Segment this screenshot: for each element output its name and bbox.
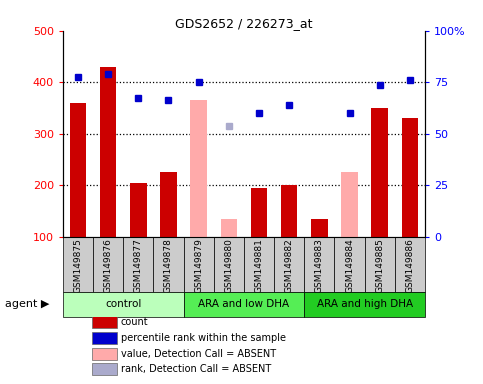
Text: value, Detection Call = ABSENT: value, Detection Call = ABSENT (121, 349, 276, 359)
Bar (274, 237, 304, 291)
Text: percentile rank within the sample: percentile rank within the sample (121, 333, 286, 343)
Text: agent ▶: agent ▶ (5, 299, 49, 309)
Text: GSM149886: GSM149886 (405, 238, 414, 293)
Text: ARA and low DHA: ARA and low DHA (199, 299, 289, 309)
Text: GSM149875: GSM149875 (73, 238, 83, 293)
Bar (184, 291, 304, 317)
Bar (92, 316, 117, 328)
Text: ARA and high DHA: ARA and high DHA (316, 299, 413, 309)
Bar (70, 103, 86, 237)
Bar (281, 185, 298, 237)
Text: GSM149878: GSM149878 (164, 238, 173, 293)
Bar (395, 237, 425, 291)
Text: GSM149884: GSM149884 (345, 238, 354, 293)
Bar (93, 237, 123, 291)
Bar (334, 237, 365, 291)
Text: GSM149880: GSM149880 (224, 238, 233, 293)
Bar (123, 237, 154, 291)
Bar (154, 237, 184, 291)
Bar (130, 183, 146, 237)
Bar (92, 363, 117, 375)
Text: control: control (105, 299, 142, 309)
Bar (92, 348, 117, 360)
Text: GSM149883: GSM149883 (315, 238, 324, 293)
Text: GSM149881: GSM149881 (255, 238, 264, 293)
Bar (402, 118, 418, 237)
Bar (244, 237, 274, 291)
Bar (304, 237, 334, 291)
Bar (184, 237, 213, 291)
Bar (311, 218, 327, 237)
Text: GSM149882: GSM149882 (284, 238, 294, 293)
Text: rank, Detection Call = ABSENT: rank, Detection Call = ABSENT (121, 364, 271, 374)
Text: GSM149879: GSM149879 (194, 238, 203, 293)
Bar (221, 218, 237, 237)
Text: GSM149877: GSM149877 (134, 238, 143, 293)
Text: GSM149876: GSM149876 (103, 238, 113, 293)
Bar (92, 332, 117, 344)
Bar (213, 237, 244, 291)
Bar (304, 291, 425, 317)
Bar (100, 67, 116, 237)
Text: GSM149885: GSM149885 (375, 238, 384, 293)
Bar (63, 237, 93, 291)
Bar (251, 188, 267, 237)
Bar (365, 237, 395, 291)
Bar (63, 291, 184, 317)
Bar (371, 108, 388, 237)
Bar (341, 172, 358, 237)
Bar (190, 100, 207, 237)
Bar (160, 172, 177, 237)
Text: count: count (121, 316, 148, 326)
Title: GDS2652 / 226273_at: GDS2652 / 226273_at (175, 17, 313, 30)
